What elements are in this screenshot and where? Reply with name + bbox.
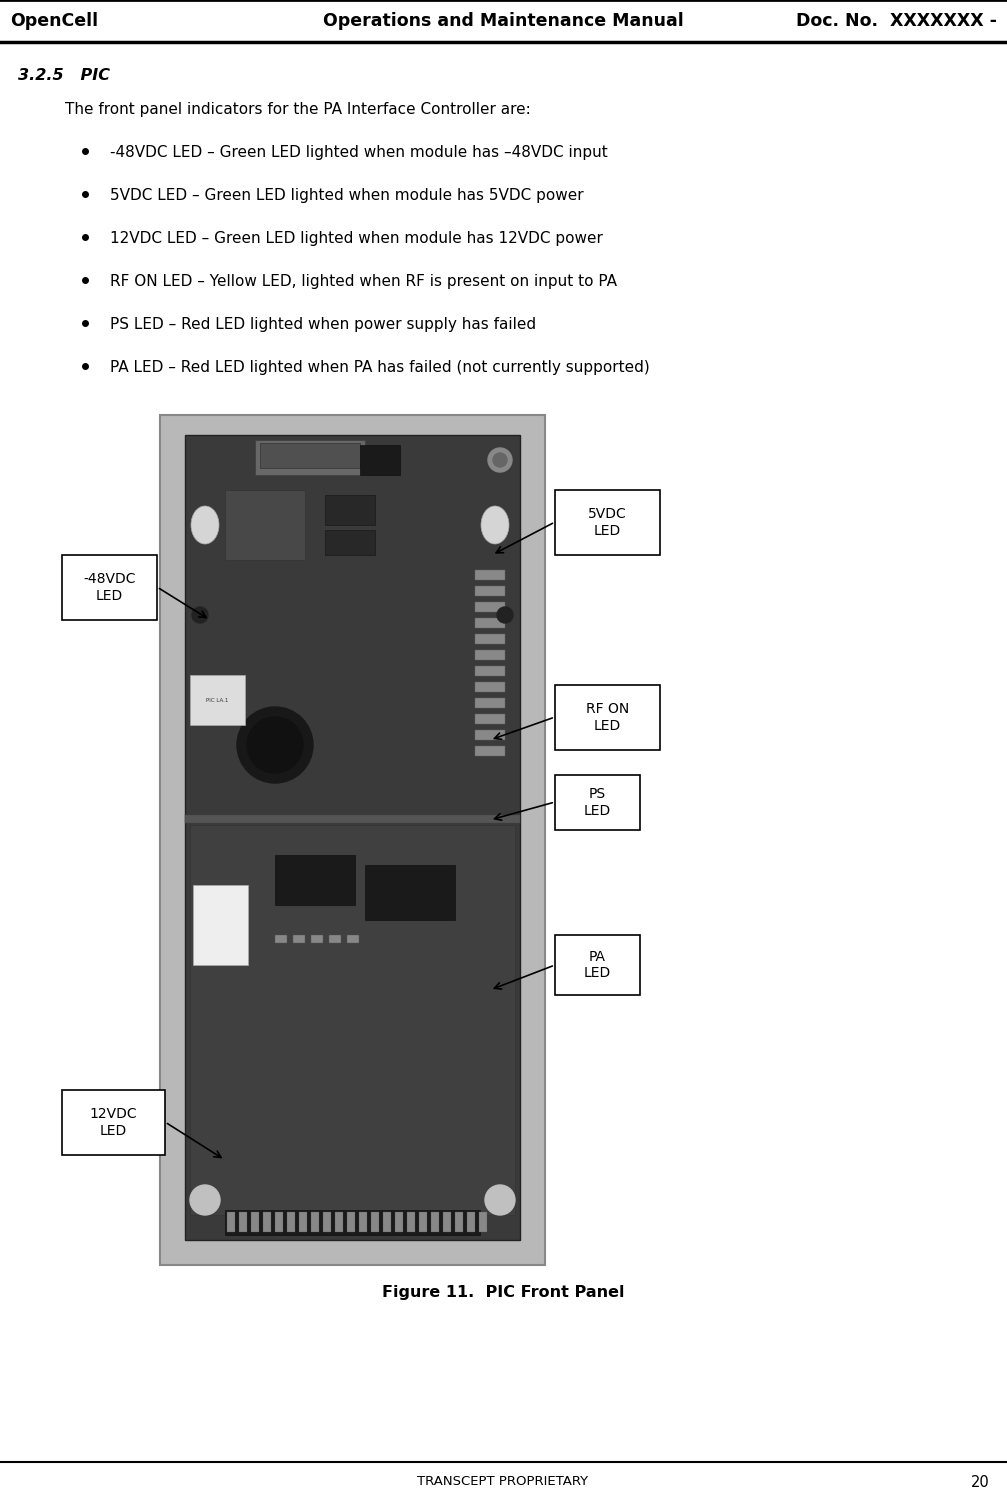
Bar (227, 1213, 235, 1232)
Bar (299, 1213, 307, 1232)
Circle shape (247, 717, 303, 773)
Text: 12VDC LED – Green LED lighted when module has 12VDC power: 12VDC LED – Green LED lighted when modul… (110, 231, 603, 246)
Bar (407, 1213, 415, 1232)
Bar (475, 586, 505, 596)
Circle shape (497, 607, 513, 624)
Text: 12VDC
LED: 12VDC LED (90, 1107, 137, 1137)
Bar (479, 1213, 487, 1232)
Text: RF ON
LED: RF ON LED (586, 702, 629, 732)
Bar (251, 1213, 259, 1232)
Text: 5VDC
LED: 5VDC LED (588, 507, 627, 538)
Bar (359, 1213, 367, 1232)
Circle shape (237, 707, 313, 784)
Text: OpenCell: OpenCell (10, 12, 98, 30)
Bar (275, 855, 355, 904)
Bar (311, 935, 323, 944)
Text: PS
LED: PS LED (584, 787, 611, 817)
Bar (419, 1213, 427, 1232)
Bar (475, 569, 505, 580)
Bar (555, 775, 640, 830)
Bar (467, 1213, 475, 1232)
Text: TRANSCEPT PROPRIETARY: TRANSCEPT PROPRIETARY (418, 1475, 588, 1487)
Bar (190, 824, 515, 1216)
Text: -48VDC LED – Green LED lighted when module has –48VDC input: -48VDC LED – Green LED lighted when modu… (110, 145, 608, 160)
Bar (185, 815, 520, 823)
Bar (160, 415, 545, 1265)
Bar (185, 435, 520, 1240)
Bar (475, 634, 505, 643)
Bar (193, 885, 248, 965)
Bar (190, 675, 245, 725)
Bar (383, 1213, 391, 1232)
Bar (311, 1213, 319, 1232)
Bar (555, 935, 640, 995)
Bar (260, 442, 359, 468)
Text: The front panel indicators for the PA Interface Controller are:: The front panel indicators for the PA In… (65, 103, 531, 116)
Bar (475, 729, 505, 740)
Bar (325, 530, 375, 556)
Bar (62, 556, 157, 621)
Ellipse shape (481, 506, 509, 544)
Bar (475, 618, 505, 628)
Bar (475, 746, 505, 757)
Bar (475, 683, 505, 692)
Text: Operations and Maintenance Manual: Operations and Maintenance Manual (322, 12, 684, 30)
Circle shape (190, 1185, 220, 1216)
Bar (555, 491, 660, 556)
Bar (431, 1213, 439, 1232)
Bar (475, 698, 505, 708)
Bar (335, 1213, 343, 1232)
Bar (475, 649, 505, 660)
Circle shape (493, 453, 507, 467)
Text: 3.2.5   PIC: 3.2.5 PIC (18, 68, 110, 83)
Bar (325, 495, 375, 525)
Bar (293, 935, 305, 944)
Bar (475, 714, 505, 723)
Bar (0, 0, 1007, 42)
Circle shape (192, 607, 208, 624)
Bar (287, 1213, 295, 1232)
Text: PA LED – Red LED lighted when PA has failed (not currently supported): PA LED – Red LED lighted when PA has fai… (110, 359, 650, 374)
Bar (395, 1213, 403, 1232)
Text: 5VDC LED – Green LED lighted when module has 5VDC power: 5VDC LED – Green LED lighted when module… (110, 189, 584, 202)
Text: 20: 20 (971, 1475, 990, 1490)
Bar (275, 935, 287, 944)
Text: Figure 11.  PIC Front Panel: Figure 11. PIC Front Panel (382, 1285, 624, 1300)
Bar (255, 439, 365, 476)
Circle shape (488, 448, 512, 473)
Text: -48VDC
LED: -48VDC LED (84, 572, 136, 602)
Ellipse shape (191, 506, 219, 544)
Bar (475, 602, 505, 612)
Bar (371, 1213, 379, 1232)
Text: PA
LED: PA LED (584, 950, 611, 980)
Circle shape (485, 1185, 515, 1216)
Text: PS LED – Red LED lighted when power supply has failed: PS LED – Red LED lighted when power supp… (110, 317, 536, 332)
Text: Doc. No.  XXXXXXX -: Doc. No. XXXXXXX - (796, 12, 997, 30)
Bar (443, 1213, 451, 1232)
Bar (275, 1213, 283, 1232)
Bar (455, 1213, 463, 1232)
Bar (323, 1213, 331, 1232)
Bar (475, 666, 505, 676)
Bar (225, 1210, 480, 1235)
Text: RF ON LED – Yellow LED, lighted when RF is present on input to PA: RF ON LED – Yellow LED, lighted when RF … (110, 273, 617, 288)
Bar (225, 491, 305, 560)
Bar (329, 935, 341, 944)
Bar (359, 445, 400, 476)
Bar (62, 1090, 165, 1155)
Bar (347, 935, 359, 944)
Bar (365, 865, 455, 920)
Bar (263, 1213, 271, 1232)
Bar (347, 1213, 355, 1232)
Bar (555, 686, 660, 750)
Bar (239, 1213, 247, 1232)
Text: PIC LA.1: PIC LA.1 (205, 698, 229, 702)
